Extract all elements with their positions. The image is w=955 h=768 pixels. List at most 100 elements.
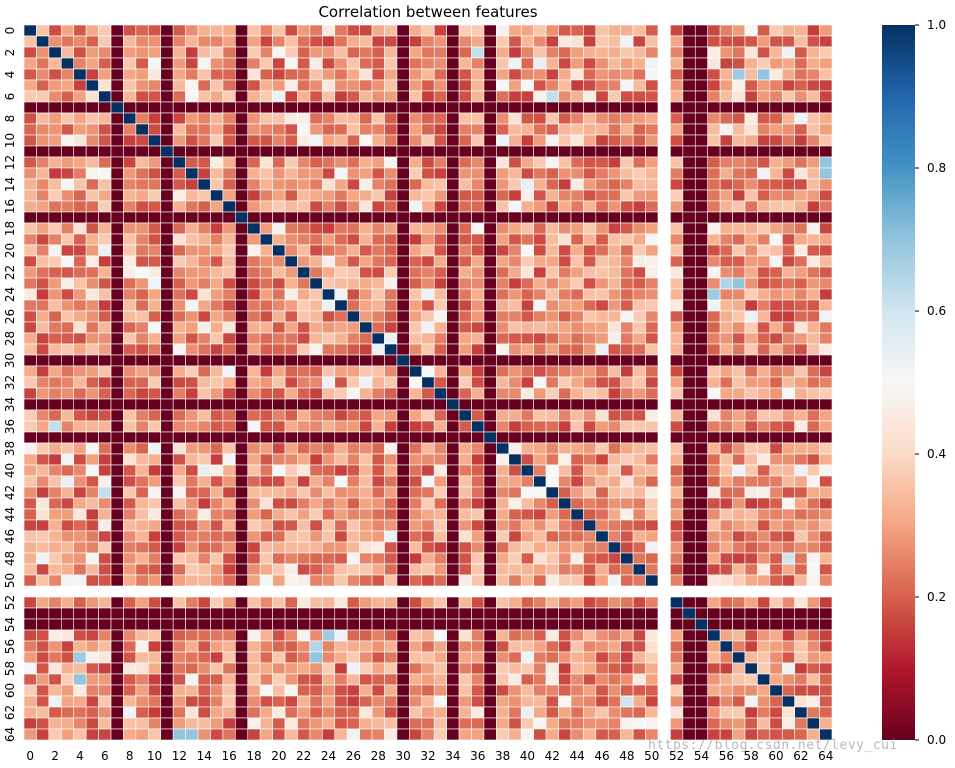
heatmap-cell xyxy=(794,233,808,246)
heatmap-cell xyxy=(757,310,771,323)
heatmap-cell xyxy=(110,717,124,730)
heatmap-cell xyxy=(670,332,684,345)
colorbar-tick-label: 0.6 xyxy=(927,304,946,318)
heatmap-cell xyxy=(794,651,808,664)
heatmap-cell xyxy=(259,189,273,202)
heatmap-cell xyxy=(23,398,37,411)
heatmap-cell xyxy=(545,321,559,334)
heatmap-cell xyxy=(819,68,833,81)
heatmap-cell xyxy=(160,310,174,323)
heatmap-cell xyxy=(148,475,162,488)
heatmap-cell xyxy=(359,442,373,455)
heatmap-cell xyxy=(197,112,211,125)
heatmap-cell xyxy=(471,574,485,587)
heatmap-cell xyxy=(744,640,758,653)
heatmap-cell xyxy=(135,497,149,510)
heatmap-cell xyxy=(60,563,75,576)
heatmap-cell xyxy=(670,387,684,400)
heatmap-cell xyxy=(210,35,224,48)
heatmap-cell xyxy=(645,178,659,191)
heatmap-cell xyxy=(620,464,634,477)
heatmap-cell xyxy=(48,90,62,103)
heatmap-cell xyxy=(545,706,559,719)
heatmap-cell xyxy=(707,629,721,642)
heatmap-cell xyxy=(346,255,360,268)
heatmap-cell xyxy=(446,486,460,499)
heatmap-cell xyxy=(23,629,37,642)
heatmap-cell xyxy=(781,508,796,521)
heatmap-cell xyxy=(769,222,783,235)
heatmap-cell xyxy=(446,607,460,620)
heatmap-cell xyxy=(272,486,286,499)
heatmap-cell xyxy=(110,409,124,422)
heatmap-cell xyxy=(719,79,733,92)
heatmap-cell xyxy=(458,574,472,587)
heatmap-cell xyxy=(732,299,746,312)
heatmap-cell xyxy=(620,453,634,466)
heatmap-cell xyxy=(508,519,522,532)
heatmap-cell xyxy=(446,35,460,48)
heatmap-cell xyxy=(197,530,211,543)
heatmap-cell xyxy=(819,101,833,114)
heatmap-cell xyxy=(148,563,162,576)
heatmap-cell xyxy=(632,24,646,37)
heatmap-cell xyxy=(235,376,249,389)
heatmap-cell xyxy=(570,156,584,169)
heatmap-cell xyxy=(110,420,124,433)
heatmap-cell xyxy=(483,662,497,675)
heatmap-cell xyxy=(222,530,236,543)
heatmap-cell xyxy=(185,233,199,246)
heatmap-cell xyxy=(259,563,273,576)
heatmap-cell xyxy=(570,332,584,345)
heatmap-cell xyxy=(185,266,199,279)
heatmap-cell xyxy=(334,618,348,631)
heatmap-cell xyxy=(707,112,721,125)
heatmap-cell xyxy=(123,552,137,565)
heatmap-cell xyxy=(483,178,497,191)
heatmap-cell xyxy=(123,475,137,488)
heatmap-cell xyxy=(210,222,224,235)
heatmap-cell xyxy=(545,398,559,411)
heatmap-cell xyxy=(508,552,522,565)
heatmap-cell xyxy=(346,156,360,169)
heatmap-cell xyxy=(48,453,62,466)
heatmap-cell xyxy=(247,706,261,719)
heatmap-cell xyxy=(632,332,646,345)
heatmap-cell xyxy=(508,332,522,345)
heatmap-cell xyxy=(757,629,771,642)
heatmap-cell xyxy=(520,640,534,653)
heatmap-cell xyxy=(781,717,796,730)
heatmap-cell xyxy=(421,222,435,235)
heatmap-cell xyxy=(346,189,360,202)
heatmap-cell xyxy=(197,695,211,708)
heatmap-cell xyxy=(545,475,559,488)
heatmap-cell xyxy=(247,189,261,202)
heatmap-cell xyxy=(371,519,385,532)
heatmap-cell xyxy=(744,453,758,466)
heatmap-cell xyxy=(732,541,746,554)
heatmap-cell xyxy=(471,365,485,378)
heatmap-cell xyxy=(322,354,336,367)
heatmap-cell xyxy=(48,376,62,389)
heatmap-cell xyxy=(210,244,224,257)
heatmap-cell xyxy=(583,35,597,48)
heatmap-cell xyxy=(433,607,447,620)
heatmap-cell xyxy=(185,684,199,697)
heatmap-cell xyxy=(148,332,162,345)
heatmap-cell xyxy=(508,541,522,554)
heatmap-cell xyxy=(757,68,771,81)
heatmap-cell xyxy=(60,376,75,389)
heatmap-cell xyxy=(446,145,460,158)
heatmap-cell xyxy=(757,387,771,400)
heatmap-cell xyxy=(421,728,435,741)
heatmap-cell xyxy=(284,541,298,554)
heatmap-cell xyxy=(645,420,659,433)
heatmap-cell xyxy=(508,211,522,224)
heatmap-cell xyxy=(197,24,211,37)
heatmap-cell xyxy=(757,640,771,653)
heatmap-cell xyxy=(781,376,796,389)
heatmap-cell xyxy=(73,431,87,444)
heatmap-cell xyxy=(471,134,485,147)
heatmap-cell xyxy=(48,123,62,136)
heatmap-cell xyxy=(297,156,311,169)
